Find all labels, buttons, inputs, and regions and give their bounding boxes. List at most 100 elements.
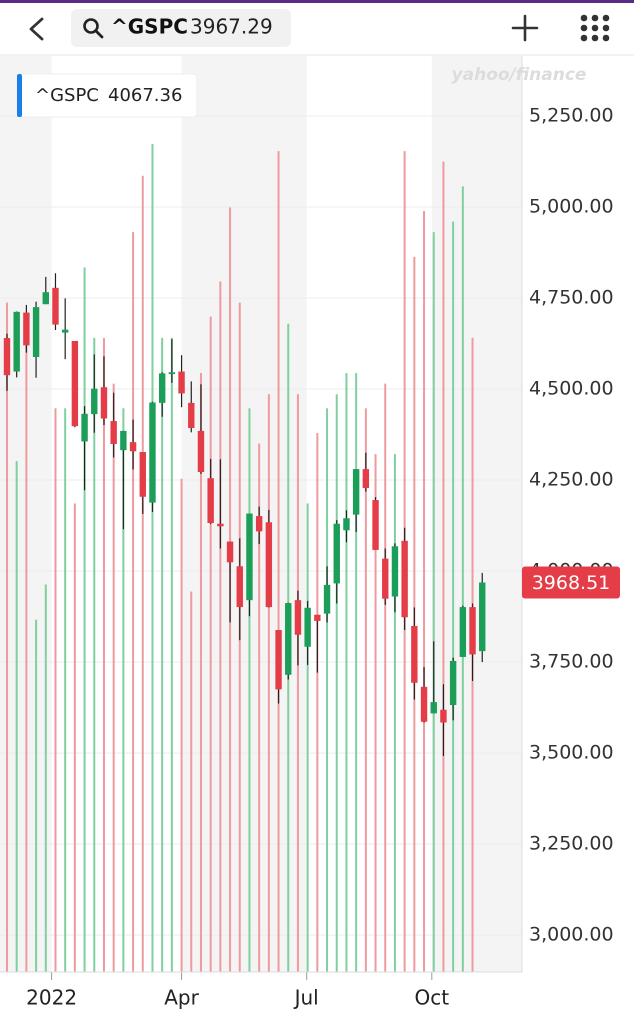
candle-body [479,582,486,652]
y-tick-label: 5,000.00 [529,196,614,218]
search-icon [83,18,99,34]
volume-bar [461,186,464,972]
volume-bar [132,232,135,973]
candle-body [449,660,457,706]
candle-body [469,607,476,655]
candle-body [304,607,311,647]
price-marker [522,566,620,599]
candle-body [13,311,20,372]
candle-body [3,338,11,376]
volume-bar [83,267,86,972]
candle-body [120,430,127,451]
menu-button[interactable] [580,14,610,42]
candle-body [32,307,40,357]
volume-bar [355,373,358,973]
volume-bar [122,408,125,972]
candle-body [294,600,302,635]
candle-body [217,523,224,527]
x-tick-label: Apr [164,986,199,1010]
volume-bar [209,316,212,972]
candle-body [343,518,350,531]
volume-bar [15,461,18,972]
watermark: yahoo/finance [452,65,587,85]
y-tick-label: 3,750.00 [529,651,614,673]
y-tick-label: 4,500.00 [529,378,614,400]
candle-body [207,478,214,523]
y-tick-label: 4,750.00 [529,287,614,309]
y-tick-label: 3,250.00 [529,833,614,855]
volume-bar [345,373,348,973]
volume-bar [102,337,105,972]
volume-bar [73,503,76,972]
volume-bar [296,394,299,972]
volume-bar [93,337,96,972]
top-bar [0,0,634,3]
candle-body [139,452,146,497]
volume-bar [452,221,455,973]
candle-body [411,626,418,683]
volume-bar [335,394,338,972]
candle-body [314,614,321,621]
candle-body [275,630,282,690]
volume-bar [112,383,115,973]
volume-bar [190,591,193,972]
legend-marker [17,74,22,117]
volume-bar [393,454,396,973]
candle-body [459,607,467,657]
add-button[interactable] [511,14,539,42]
volume-bar [54,408,57,972]
volume-bar [316,432,319,972]
candle-body [81,413,88,442]
candle-body [226,541,234,563]
volume-bar [170,337,173,972]
volume-bar [364,408,367,972]
y-tick-label: 3,500.00 [529,742,614,764]
candle-body [149,402,156,503]
volume-bar [64,408,67,972]
volume-bar [432,232,435,973]
candle-body [23,312,30,346]
candle-body [158,373,166,403]
candle-body [91,388,98,415]
volume-bar [5,302,8,973]
volume-bar [442,161,445,972]
volume-bar [35,619,38,972]
volume-bar [180,478,183,972]
x-tick-label: 2022 [26,986,77,1010]
candle-body [246,513,253,601]
candle-body [168,372,176,375]
candle-body [333,523,340,584]
candle-body [401,540,408,618]
candle-body [430,702,437,714]
candle-body [188,402,195,428]
search-symbol: ^GSPC [111,15,188,39]
volume-bar [374,454,377,973]
search-price: 3967.29 [190,15,273,39]
candle-body [71,340,79,427]
candle-body [236,566,243,608]
price-marker-label: 3968.51 [532,572,611,594]
candle-body [372,500,379,550]
volume-bar [248,408,251,972]
x-tick-label: Jul [293,986,319,1010]
search-box[interactable] [71,9,291,47]
volume-bar [219,281,222,972]
candle-body [42,292,49,305]
back-button[interactable] [29,17,44,41]
candle-body [420,686,428,722]
volume-bar [141,175,144,973]
volume-bar [306,503,309,972]
volume-bar [161,337,164,972]
search-icon [94,29,104,39]
y-tick-label: 3,000.00 [529,924,614,946]
period-band [181,56,307,972]
volume-bar [199,373,202,973]
x-tick-label: Oct [415,986,450,1010]
volume-bar [44,584,47,972]
volume-bar [277,151,280,973]
volume-bar [326,408,329,972]
volume-bar [267,394,270,972]
candle-body [265,522,273,608]
period-band [431,56,522,972]
